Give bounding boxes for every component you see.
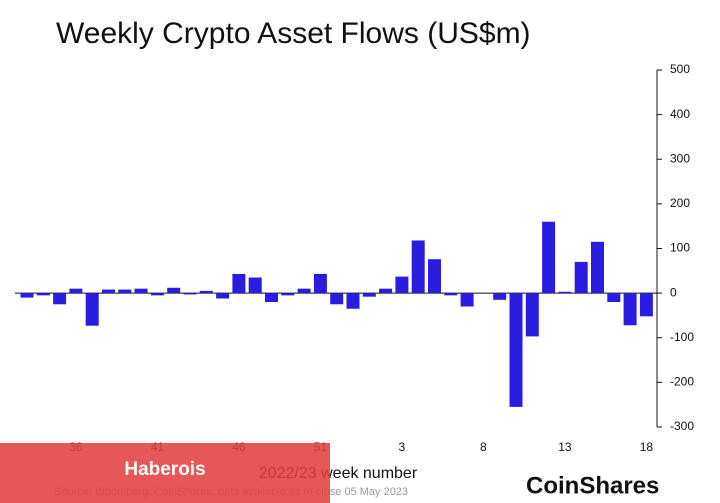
bar (330, 293, 344, 305)
bar (85, 293, 99, 326)
bar (216, 293, 230, 299)
bar (102, 289, 115, 294)
y-tick-label: 300 (670, 151, 690, 165)
bar (362, 293, 376, 297)
bar (542, 221, 556, 294)
bar (150, 293, 164, 296)
bar (558, 291, 572, 294)
bar (199, 290, 213, 294)
bar (346, 293, 360, 309)
bar (118, 289, 132, 294)
y-tick-label: 0 (670, 285, 677, 299)
y-tick-label: -300 (670, 419, 694, 433)
bar (167, 287, 181, 294)
bar (509, 293, 523, 407)
bar (134, 288, 148, 294)
bar (607, 293, 621, 303)
bar (493, 293, 507, 300)
bar (232, 273, 246, 294)
bar (639, 293, 653, 317)
chart-title: Weekly Crypto Asset Flows (US$m) (56, 17, 531, 50)
bar (591, 241, 604, 294)
bar (281, 293, 295, 296)
bar (36, 293, 50, 296)
x-tick-label: 8 (480, 440, 487, 454)
bar (460, 293, 474, 307)
y-tick-label: 400 (670, 107, 690, 121)
overlay-banner (0, 443, 330, 503)
bar (574, 261, 588, 294)
y-tick-label: 500 (670, 62, 690, 76)
bar (297, 288, 311, 294)
bar (69, 288, 83, 294)
y-tick-label: -100 (670, 330, 694, 344)
brand-logo: CoinShares (526, 472, 659, 499)
bar (183, 293, 197, 295)
bar (525, 293, 539, 337)
bar (379, 288, 393, 294)
bar (395, 276, 409, 294)
y-tick-label: 200 (670, 196, 690, 210)
bar (53, 293, 67, 305)
overlay-label: Haberois (124, 459, 205, 480)
y-tick-label: -200 (670, 375, 694, 389)
x-tick-label: 13 (558, 440, 572, 454)
bar (411, 240, 425, 294)
bar (248, 277, 262, 294)
y-tick-label: 100 (670, 241, 690, 255)
plot-area: 5004003002001000-100-200-300364146513813… (15, 62, 694, 454)
bar (20, 293, 34, 298)
bar (265, 293, 278, 303)
x-tick-label: 3 (399, 440, 406, 454)
bar (444, 293, 458, 296)
bar (623, 293, 637, 326)
x-tick-label: 18 (640, 440, 654, 454)
bar (428, 259, 441, 294)
bar (313, 273, 327, 294)
